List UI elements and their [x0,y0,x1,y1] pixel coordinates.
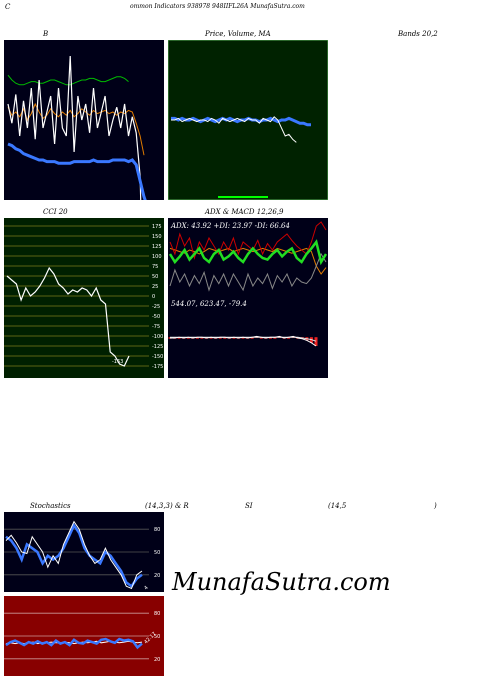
price-chart [168,40,328,200]
stoch-last-value: 4 [143,585,149,591]
cci-tick-label: -125 [152,344,163,350]
price-close-line [171,116,297,143]
label-adx-macd: ADX & MACD 12,26,9 [205,208,284,216]
stochastics-panel: 80 50 20 4 [4,512,164,592]
cci-tick-label: -175 [152,364,163,370]
cci-panel: 175 150 125 100 75 50 25 0 -25 -50 -75 -100 -125 -150… [4,218,164,378]
cci-tick-label: 50 [152,274,158,280]
cci-tick-label: 75 [152,264,158,270]
label-cci: CCI 20 [43,208,68,216]
cci-tick-label: 175 [152,224,162,230]
macd-histogram-bar [259,337,263,339]
macd-histogram-bar [218,337,222,339]
plus-di-line [169,252,327,292]
macd-histogram-bar [273,337,277,339]
header-title-left: C [5,3,11,11]
macd-histogram-bar [287,337,291,339]
macd-values: 544.07, 623.47, -79.4 [171,300,247,308]
cci-tick-label: -50 [152,314,160,320]
stoch-tick-label: 20 [154,573,160,579]
macd-line [170,335,317,347]
stoch-tick-label: 50 [154,550,160,556]
macd-chart: 544.07, 623.47, -79.4 [168,298,328,378]
cci-tick-label: 100 [152,254,162,260]
label-stoch-params: (14,3,3) & R [145,502,189,510]
label-price: Price, Volume, MA [205,30,271,38]
label-rsi-close: ) [434,502,437,510]
macd-histogram-bar [314,337,318,346]
bollinger-middle-band [7,142,147,200]
adx-chart: ADX: 43.92 +DI: 23.97 -DI: 66.64 [168,218,328,298]
macd-histogram-bar [250,337,254,339]
stoch-tick-label: 80 [154,527,160,533]
label-rsi-params: (14,5 [328,502,347,510]
rsi-tick-label: 80 [154,611,160,617]
cci-line [6,266,130,367]
macd-histogram-bar [209,337,213,339]
cci-tick-label: -100 [152,334,163,340]
bollinger-panel [4,40,164,200]
cci-tick-label: 125 [152,244,162,250]
adx-values: ADX: 43.92 +DI: 23.97 -DI: 66.64 [170,222,290,230]
watermark: MunafaSutra.com [172,568,391,596]
macd-histogram-bar [232,337,236,339]
stoch-k-line [5,522,143,588]
macd-histogram-bar [186,337,190,339]
cci-tick-label: 0 [152,294,155,300]
cci-last-value: -163 [112,359,123,365]
adx-green-line [168,239,328,266]
macd-histogram-bar [241,337,245,339]
label-bands: Bands 20,2 [398,30,438,38]
label-rsi: SI [245,502,253,510]
cci-tick-label: -25 [152,304,160,310]
rsi-panel: 80 50 20 42.17 [4,596,164,676]
label-bollinger: B [43,30,49,38]
macd-histogram-bar [223,337,227,339]
cci-chart: 175 150 125 100 75 50 25 0 -25 -50 -75 -100 -125 -150… [4,218,164,378]
bollinger-price-line [7,55,142,200]
stochastics-chart: 80 50 20 4 [4,512,164,592]
adx-panel: ADX: 43.92 +DI: 23.97 -DI: 66.64 [168,218,328,298]
label-stoch: Stochastics [30,502,71,510]
macd-histogram-bar [195,337,199,339]
cci-tick-label: 25 [152,284,158,290]
stoch-d-line [5,520,143,590]
rsi-line [5,637,143,650]
cci-tick-label: 150 [152,234,162,240]
rsi-tick-label: 50 [154,634,160,640]
cci-tick-label: -150 [152,354,163,360]
header-title: ommon Indicators 938978 948IIFL26A Munaf… [130,3,305,10]
bollinger-chart [4,40,164,200]
cci-tick-label: -75 [152,324,160,330]
rsi-tick-label: 20 [154,657,160,663]
macd-histogram-bar [268,337,272,339]
price-panel [168,40,328,200]
macd-panel: 544.07, 623.47, -79.4 [168,298,328,378]
macd-histogram-bar [177,337,181,339]
macd-histogram-bar [200,337,204,339]
